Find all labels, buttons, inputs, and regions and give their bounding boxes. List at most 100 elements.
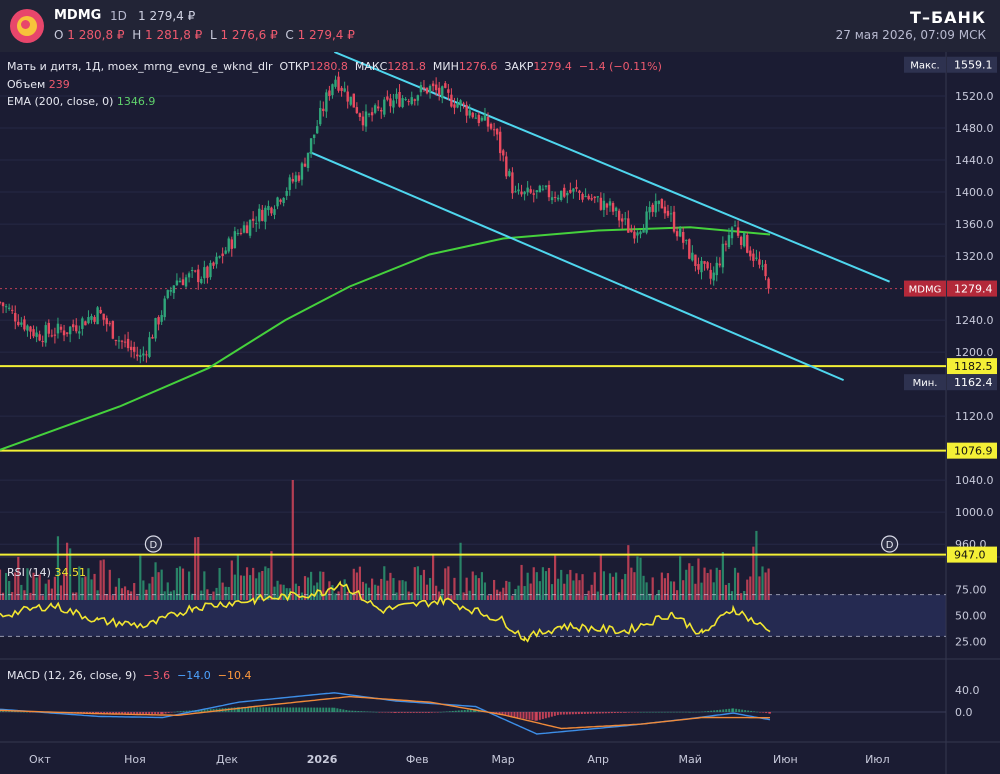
- macd-histogram-bar: [553, 712, 556, 716]
- volume-bar: [209, 595, 212, 600]
- macd-histogram-bar: [173, 711, 176, 713]
- volume-bar: [419, 575, 422, 600]
- main-legend[interactable]: Мать и дитя, 1Д, moex_mrng_evng_e_wknd_d…: [7, 60, 662, 73]
- candle-body: [68, 326, 72, 335]
- volume-bar: [444, 568, 447, 600]
- volume-bar: [1, 592, 5, 600]
- volume-bar: [517, 585, 520, 600]
- volume-bar: [758, 576, 761, 600]
- macd-histogram-bar: [598, 712, 601, 714]
- rsi-label: RSI (14): [7, 566, 51, 579]
- rsi-legend[interactable]: RSI (14) 34.51: [7, 566, 86, 579]
- candle-body: [492, 129, 496, 131]
- candle-body: [47, 322, 50, 334]
- ticker-symbol[interactable]: MDMG: [54, 8, 102, 23]
- volume-bar: [224, 586, 227, 600]
- volume-legend[interactable]: Объем 239: [7, 78, 70, 91]
- macd-histogram-bar: [495, 712, 498, 714]
- macd-signal-value: −10.4: [217, 669, 252, 682]
- macd-histogram-bar: [716, 710, 719, 712]
- candle-body: [11, 309, 14, 311]
- price-chart[interactable]: 1520.0 1480.0 1440.0 1400.0 1360.0 1320.0 1240…: [0, 52, 1000, 774]
- instrument-name: Мать и дитя, 1Д, moex_mrng_evng_e_wknd_d…: [7, 60, 273, 73]
- ohlc-close-value: 1 279,4 ₽: [297, 28, 355, 42]
- volume-bar: [523, 586, 526, 600]
- macd-histogram-bar: [409, 712, 412, 713]
- volume-bar: [328, 581, 331, 600]
- volume-bar: [313, 585, 316, 600]
- price-tick-label: 1000.0: [955, 506, 994, 519]
- macd-histogram-bar: [271, 707, 274, 712]
- macd-histogram-bar: [583, 712, 586, 714]
- candle-body: [654, 201, 657, 213]
- volume-bar: [56, 536, 60, 600]
- macd-histogram-bar: [525, 712, 528, 720]
- volume-bar: [78, 566, 81, 600]
- macd-histogram-bar: [151, 712, 154, 715]
- candle-body: [678, 228, 682, 237]
- candle-body: [456, 103, 459, 108]
- volume-bar: [133, 583, 136, 600]
- macd-histogram-bar: [148, 712, 151, 715]
- candle-body: [541, 188, 545, 190]
- candle-body: [642, 229, 645, 233]
- volume-bar: [712, 582, 715, 600]
- macd-histogram-bar: [633, 712, 636, 713]
- macd-histogram-bar: [331, 707, 334, 712]
- volume-bar: [401, 580, 404, 600]
- macd-histogram-bar: [403, 712, 406, 713]
- macd-histogram-bar: [381, 712, 384, 713]
- volume-bar: [526, 572, 529, 600]
- candle-body: [251, 218, 255, 221]
- volume-bar: [468, 590, 471, 600]
- price-tick-label: 1400.0: [955, 186, 994, 199]
- volume-bar: [416, 566, 419, 600]
- macd-histogram-bar: [457, 710, 460, 712]
- macd-histogram-bar: [571, 712, 574, 715]
- macd-histogram-bar: [636, 712, 639, 713]
- candle-body: [230, 239, 233, 249]
- volume-bar: [111, 595, 114, 600]
- volume-bar: [596, 591, 599, 600]
- macd-histogram-bar: [439, 711, 442, 713]
- candle-body: [309, 138, 313, 154]
- volume-bar: [630, 567, 633, 600]
- candle-body: [450, 94, 453, 107]
- candle-body: [334, 79, 337, 87]
- candle-body: [370, 112, 374, 116]
- volume-bar: [535, 572, 538, 600]
- candle-body: [197, 269, 200, 283]
- macd-histogram-bar: [418, 712, 421, 713]
- macd-histogram-bar: [109, 712, 112, 715]
- rsi-tick-label: 25.00: [955, 636, 987, 649]
- candle-body: [495, 128, 499, 135]
- macd-histogram-bar: [14, 711, 16, 713]
- macd-legend[interactable]: MACD (12, 26, close, 9) −3.6 −14.0 −10.4: [7, 669, 252, 682]
- candle-body: [218, 256, 221, 258]
- ema-legend[interactable]: EMA (200, close, 0) 1346.9: [7, 95, 155, 108]
- macd-histogram-bar: [160, 712, 163, 715]
- volume-bar: [666, 573, 670, 600]
- candle-body: [523, 191, 526, 195]
- macd-histogram-bar: [328, 707, 331, 712]
- timeframe-label[interactable]: 1D: [110, 9, 127, 23]
- volume-bar: [685, 569, 688, 600]
- volume-bar: [297, 586, 300, 600]
- dividend-marker-label: D: [886, 540, 894, 551]
- volume-bar: [383, 566, 386, 600]
- candle-body: [282, 197, 285, 203]
- volume-bar: [532, 567, 535, 600]
- candle-body: [428, 85, 432, 93]
- volume-bar: [227, 586, 230, 600]
- macd-histogram-bar: [556, 712, 559, 716]
- volume-label: Объем: [7, 78, 46, 91]
- candle-body: [596, 196, 599, 198]
- volume-bar: [239, 575, 243, 600]
- candle-body: [462, 103, 465, 105]
- macd-histogram-bar: [280, 707, 283, 712]
- candle-body: [505, 156, 508, 177]
- time-axis-label: Фев: [406, 753, 429, 766]
- volume-bar: [355, 572, 358, 600]
- macd-histogram-bar: [325, 707, 328, 712]
- macd-histogram-bar: [286, 707, 289, 712]
